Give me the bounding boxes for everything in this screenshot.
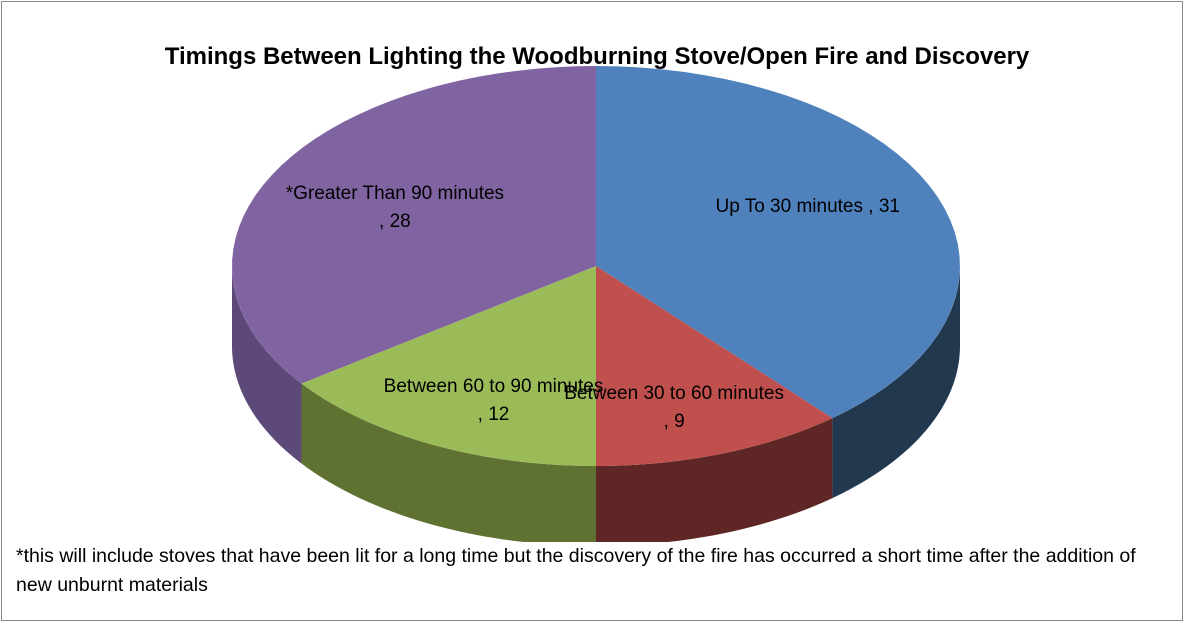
data-label-box: Between 30 to 60 minutes , 9 — [564, 383, 784, 433]
slice — [301, 266, 596, 466]
slice — [596, 66, 960, 419]
chart: Up To 30 minutes , 31 Between 30 to 60 mi… — [232, 66, 960, 542]
slice — [232, 66, 597, 384]
slice-side — [232, 266, 302, 464]
data-label: *Greater Than 90 minutes , 28 — [285, 182, 505, 232]
data-label: Up To 30 minutes , 31 — [715, 196, 900, 218]
data-label-box: Up To 30 minutes , 31 — [715, 196, 900, 218]
slice-side — [596, 418, 833, 542]
slice-side — [832, 266, 960, 499]
data-label: Between 30 to 60 minutes , 9 — [564, 383, 784, 433]
slice — [596, 266, 833, 466]
data-label: Between 60 to 90 minutes , 12 — [383, 376, 604, 426]
data-label-box: *Greater Than 90 minutes , 28 — [285, 182, 505, 232]
data-label-box: Between 60 to 90 minutes , 12 — [383, 376, 604, 426]
footnote: *this will include stoves that have been… — [16, 545, 1136, 596]
slice-side — [301, 383, 596, 542]
